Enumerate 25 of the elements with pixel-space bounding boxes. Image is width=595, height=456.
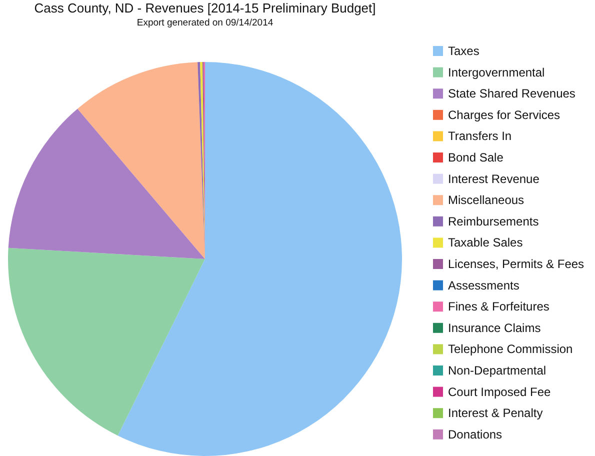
pie-slice (8, 248, 205, 436)
legend-label: Reimbursements (448, 214, 539, 228)
legend-label: State Shared Revenues (448, 86, 576, 101)
legend-label: Miscellaneous (448, 193, 524, 208)
pie-slice (78, 62, 205, 259)
legend-label: Bond Sale (448, 150, 504, 164)
legend-label: Interest Revenue (448, 172, 540, 186)
legend-label: Insurance Claims (448, 320, 541, 335)
chart-title: Cass County, ND - Revenues [2014-15 Preliminary Budget] (34, 0, 376, 16)
legend-label: Court Imposed Fee (448, 384, 552, 399)
legend-label: Assessments (448, 278, 520, 292)
legend-label: Charges for Services (448, 108, 560, 122)
pie-slice (8, 108, 205, 259)
legend-label: Non-Departmental (448, 364, 546, 378)
legend-label: Telephone Commission (448, 342, 573, 356)
legend-label: Licenses, Permits & Fees (448, 257, 584, 271)
legend-label: Fines & Forfeitures (448, 300, 550, 314)
pie-slice (118, 62, 402, 456)
legend-label: Intergovernmental (448, 65, 545, 80)
legend-label: Taxes (448, 44, 480, 58)
legend-label: Interest & Penalty (448, 406, 543, 420)
legend-label: Transfers In (448, 129, 512, 144)
legend-label: Taxable Sales (448, 236, 523, 250)
legend-label: Donations (448, 427, 502, 442)
chart-subtitle: Export generated on 09/14/2014 (136, 18, 274, 28)
